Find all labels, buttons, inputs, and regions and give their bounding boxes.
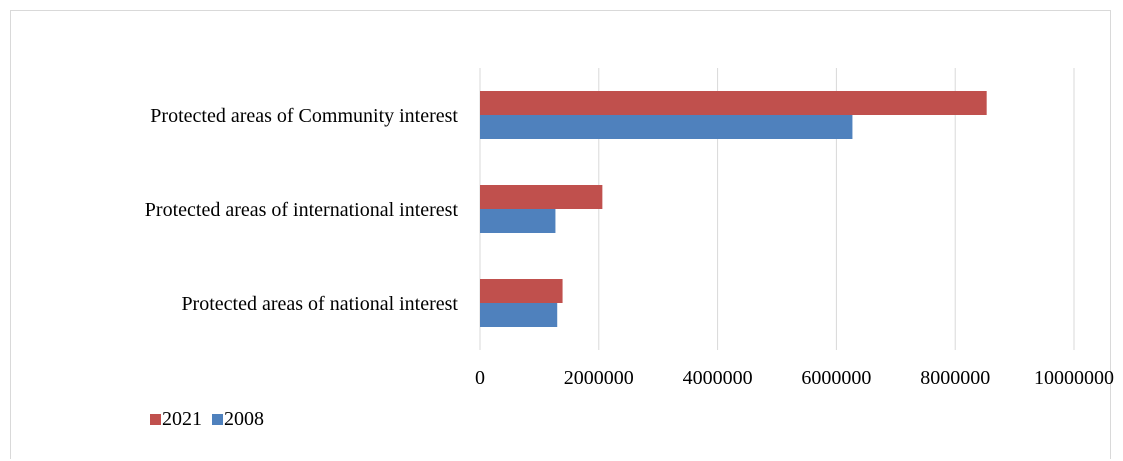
- bar-2008-1: [480, 209, 556, 233]
- bar-2021-2: [480, 279, 563, 303]
- legend-label-2021: 2021: [162, 408, 202, 430]
- legend-label-2008: 2008: [224, 408, 264, 430]
- category-labels: Protected areas of Community interest Pro…: [145, 105, 459, 315]
- category-label: Protected areas of international interes…: [145, 199, 459, 221]
- x-tick-label: 6000000: [801, 367, 871, 389]
- bar-2008-0: [480, 115, 853, 139]
- legend-swatch-2021: [150, 414, 161, 425]
- bar-2021-1: [480, 185, 603, 209]
- bar-2008-2: [480, 303, 558, 327]
- x-tick-label: 8000000: [920, 367, 990, 389]
- x-tick-label: 4000000: [683, 367, 753, 389]
- x-tick-label: 10000000: [1034, 367, 1114, 389]
- x-tick-label: 2000000: [564, 367, 634, 389]
- legend-swatch-2008: [212, 414, 223, 425]
- bars: [480, 91, 987, 327]
- chart-frame: [10, 10, 1111, 459]
- category-label: Protected areas of Community interest: [150, 105, 458, 127]
- legend: 2021 2008: [150, 408, 264, 430]
- bar-2021-0: [480, 91, 987, 115]
- x-tick-labels: 0 2000000 4000000 6000000 8000000 10000000: [475, 367, 1114, 389]
- category-label: Protected areas of national interest: [181, 293, 458, 315]
- x-tick-label: 0: [475, 367, 485, 389]
